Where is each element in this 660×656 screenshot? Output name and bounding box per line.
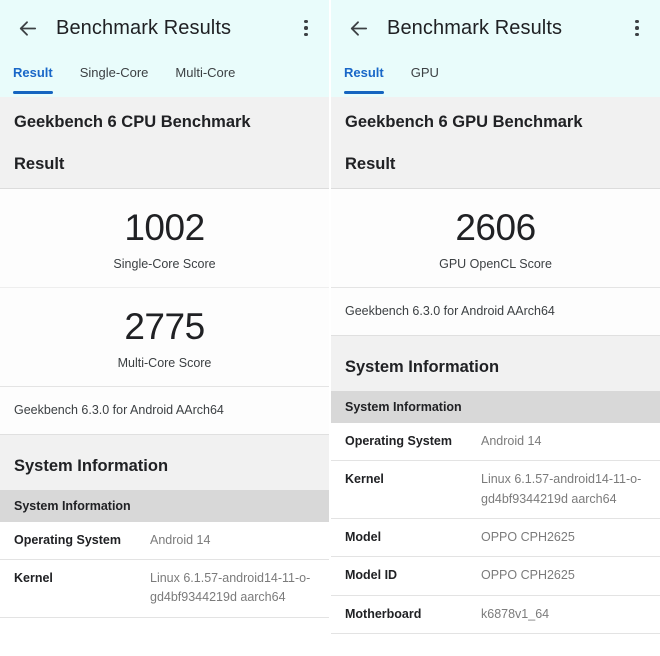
table-row: Operating System Android 14: [0, 521, 329, 561]
benchmark-title-line-2: Result: [14, 154, 65, 173]
table-row: Model OPPO CPH2625: [331, 518, 660, 558]
arrow-left-icon: [16, 17, 39, 40]
dot: [304, 26, 308, 30]
more-vertical-icon[interactable]: [291, 11, 321, 45]
tab-multi-core[interactable]: Multi-Core: [175, 65, 236, 80]
app-bar: Benchmark Results: [331, 0, 660, 56]
row-value: Linux 6.1.57-android14-11-o-gd4bf9344219…: [150, 571, 311, 605]
row-key: Operating System: [14, 532, 121, 547]
system-information-table: Operating System Android 14 Kernel Linux…: [331, 422, 660, 635]
geekbench-version-text: Geekbench 6.3.0 for Android AArch64: [0, 386, 329, 435]
more-vertical-icon[interactable]: [622, 11, 652, 45]
dot: [635, 32, 639, 37]
system-information-table: Operating System Android 14 Kernel Linux…: [0, 521, 329, 618]
gpu-opencl-score-block: 2606 GPU OpenCL Score: [331, 189, 660, 288]
row-value: Android 14: [150, 532, 211, 547]
dot: [304, 19, 308, 24]
gpu-opencl-score-label: GPU OpenCL Score: [439, 256, 552, 271]
multi-core-score-label: Multi-Core Score: [117, 355, 212, 370]
table-row: Kernel Linux 6.1.57-android14-11-o-gd4bf…: [331, 461, 660, 519]
benchmark-title-band: Geekbench 6 CPU Benchmark Result: [0, 97, 329, 189]
scroll-content[interactable]: Geekbench 6 CPU Benchmark Result 1002 Si…: [0, 97, 329, 656]
dot: [635, 26, 639, 30]
arrow-left-icon: [347, 17, 370, 40]
app-bar: Benchmark Results: [0, 0, 329, 56]
system-information-heading: System Information: [0, 434, 329, 490]
row-key: Motherboard: [345, 606, 422, 621]
page-title: Benchmark Results: [387, 16, 563, 39]
tab-gpu[interactable]: GPU: [410, 65, 439, 80]
back-button[interactable]: [10, 11, 44, 45]
gpu-benchmark-panel: Benchmark Results Result GPU Geekbench 6…: [331, 0, 660, 656]
dot: [635, 19, 639, 24]
single-core-score-value: 1002: [124, 207, 205, 248]
system-information-heading: System Information: [331, 335, 660, 391]
benchmark-title-line-2: Result: [345, 154, 396, 173]
single-core-score-label: Single-Core Score: [113, 256, 216, 271]
multi-core-score-block: 2775 Multi-Core Score: [0, 287, 329, 387]
row-value: OPPO CPH2625: [481, 568, 575, 583]
row-key: Kernel: [345, 472, 384, 487]
system-information-subheading: System Information: [0, 489, 329, 522]
row-key: Operating System: [345, 433, 452, 448]
tab-result[interactable]: Result: [344, 56, 384, 97]
table-row: Operating System Android 14: [331, 422, 660, 462]
tab-single-core[interactable]: Single-Core: [79, 65, 149, 80]
benchmark-title-band: Geekbench 6 GPU Benchmark Result: [331, 97, 660, 189]
table-row: Model ID OPPO CPH2625: [331, 557, 660, 596]
table-row: Kernel Linux 6.1.57-android14-11-o-gd4bf…: [0, 560, 329, 618]
scroll-content[interactable]: Geekbench 6 GPU Benchmark Result 2606 GP…: [331, 97, 660, 656]
row-value: Linux 6.1.57-android14-11-o-gd4bf9344219…: [481, 472, 642, 506]
row-key: Model ID: [345, 568, 398, 583]
row-value: Android 14: [481, 433, 542, 448]
page-title: Benchmark Results: [56, 16, 232, 39]
row-key: Model: [345, 529, 382, 544]
benchmark-title-line-1: Geekbench 6 CPU Benchmark: [14, 113, 251, 131]
multi-core-score-value: 2775: [124, 305, 205, 347]
table-row: Motherboard k6878v1_64: [331, 595, 660, 635]
gpu-opencl-score-value: 2606: [455, 207, 536, 248]
row-value: OPPO CPH2625: [481, 529, 575, 544]
back-button[interactable]: [341, 11, 375, 45]
tab-bar: Result GPU: [331, 56, 660, 97]
tab-bar: Result Single-Core Multi-Core: [0, 56, 329, 97]
system-information-subheading: System Information: [331, 390, 660, 423]
panel-divider: [329, 0, 331, 656]
row-key: Kernel: [14, 571, 53, 586]
cpu-benchmark-panel: Benchmark Results Result Single-Core Mul…: [0, 0, 329, 656]
dot: [304, 32, 308, 37]
geekbench-version-text: Geekbench 6.3.0 for Android AArch64: [331, 287, 660, 336]
benchmark-title-line-1: Geekbench 6 GPU Benchmark: [345, 113, 583, 131]
row-value: k6878v1_64: [481, 606, 550, 621]
single-core-score-block: 1002 Single-Core Score: [0, 189, 329, 288]
tab-result[interactable]: Result: [13, 56, 53, 97]
